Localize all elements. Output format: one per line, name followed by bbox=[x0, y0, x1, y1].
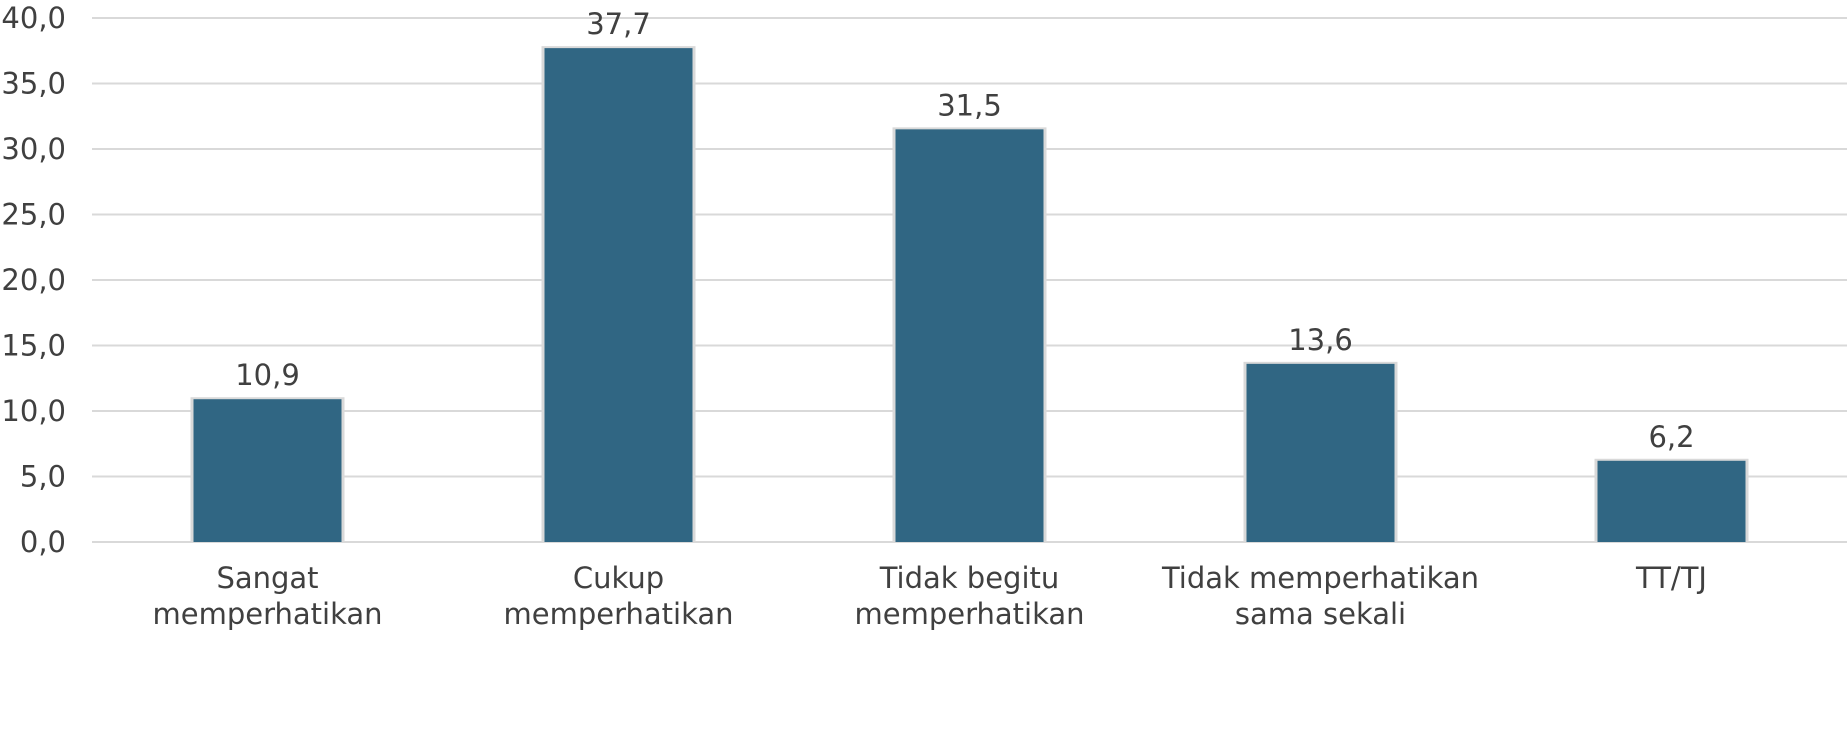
category-label-line: memperhatikan bbox=[152, 597, 382, 631]
y-tick-label: 5,0 bbox=[20, 460, 66, 494]
y-tick-label: 20,0 bbox=[1, 263, 66, 297]
data-labels: 10,9 37,7 31,5 13,6 6,2 bbox=[235, 7, 1694, 454]
category-label: Sangat memperhatikan bbox=[152, 561, 382, 631]
y-tick-label: 35,0 bbox=[1, 67, 66, 101]
bar bbox=[193, 399, 342, 542]
y-tick-label: 40,0 bbox=[1, 1, 66, 35]
y-tick-label: 0,0 bbox=[20, 525, 66, 559]
data-label: 6,2 bbox=[1648, 420, 1694, 454]
bar bbox=[895, 129, 1044, 542]
category-label-line: Tidak memperhatikan bbox=[1161, 561, 1479, 595]
category-label-line: sama sekali bbox=[1235, 597, 1406, 631]
data-label: 31,5 bbox=[937, 88, 1002, 122]
y-tick-label: 30,0 bbox=[1, 132, 66, 166]
category-label-line: memperhatikan bbox=[503, 597, 733, 631]
bars bbox=[190, 46, 1749, 542]
category-label: Tidak begitu memperhatikan bbox=[854, 561, 1084, 631]
category-label-line: memperhatikan bbox=[854, 597, 1084, 631]
category-label-line: Cukup bbox=[573, 561, 664, 595]
data-label: 37,7 bbox=[586, 7, 651, 41]
category-label-line: Tidak begitu bbox=[879, 561, 1060, 595]
y-tick-label: 25,0 bbox=[1, 198, 66, 232]
data-label: 10,9 bbox=[235, 358, 300, 392]
bar bbox=[1246, 363, 1395, 542]
category-label-line: Sangat bbox=[216, 561, 318, 595]
category-label-line: TT/TJ bbox=[1635, 561, 1707, 595]
y-tick-label: 15,0 bbox=[1, 329, 66, 363]
y-axis-tick-labels: 0,0 5,0 10,0 15,0 20,0 25,0 30,0 35,0 40,0 bbox=[1, 1, 66, 559]
y-tick-label: 10,0 bbox=[1, 394, 66, 428]
data-label: 13,6 bbox=[1288, 323, 1353, 357]
category-label: Tidak memperhatikan sama sekali bbox=[1161, 561, 1479, 631]
bar bbox=[544, 48, 693, 542]
category-label: Cukup memperhatikan bbox=[503, 561, 733, 631]
category-label: TT/TJ bbox=[1635, 561, 1707, 595]
bar bbox=[1597, 460, 1746, 542]
